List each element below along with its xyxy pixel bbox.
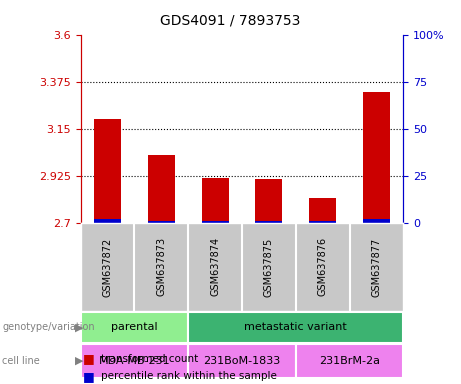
Bar [363, 92, 390, 223]
Text: GDS4091 / 7893753: GDS4091 / 7893753 [160, 13, 301, 27]
Bar [148, 155, 175, 223]
Text: GSM637873: GSM637873 [156, 237, 166, 296]
Text: metastatic variant: metastatic variant [244, 322, 347, 333]
Text: GSM637877: GSM637877 [372, 237, 382, 296]
FancyBboxPatch shape [188, 312, 403, 343]
Text: 231BrM-2a: 231BrM-2a [319, 356, 380, 366]
Text: 231BoM-1833: 231BoM-1833 [203, 356, 281, 366]
FancyBboxPatch shape [81, 312, 188, 343]
Text: GSM637872: GSM637872 [102, 237, 112, 296]
FancyBboxPatch shape [188, 344, 296, 377]
Text: transformed count: transformed count [101, 354, 199, 364]
Bar [255, 179, 282, 223]
Text: MDA-MB-231: MDA-MB-231 [99, 356, 170, 366]
Text: ▶: ▶ [75, 356, 83, 366]
FancyBboxPatch shape [81, 344, 188, 377]
Bar [201, 221, 229, 223]
Bar [309, 221, 336, 223]
Bar [148, 221, 175, 223]
Text: parental: parental [111, 322, 158, 333]
FancyBboxPatch shape [296, 344, 403, 377]
Text: ■: ■ [83, 353, 95, 366]
Text: GSM637875: GSM637875 [264, 237, 274, 296]
Text: cell line: cell line [2, 356, 40, 366]
Bar [255, 221, 282, 223]
Text: ▶: ▶ [75, 322, 83, 333]
Bar [363, 219, 390, 223]
Text: ■: ■ [83, 370, 95, 383]
Bar [94, 219, 121, 223]
Text: genotype/variation: genotype/variation [2, 322, 95, 333]
Text: GSM637874: GSM637874 [210, 237, 220, 296]
Bar [309, 198, 336, 223]
Bar [201, 178, 229, 223]
Text: percentile rank within the sample: percentile rank within the sample [101, 371, 278, 381]
Bar [94, 119, 121, 223]
Text: GSM637876: GSM637876 [318, 237, 328, 296]
